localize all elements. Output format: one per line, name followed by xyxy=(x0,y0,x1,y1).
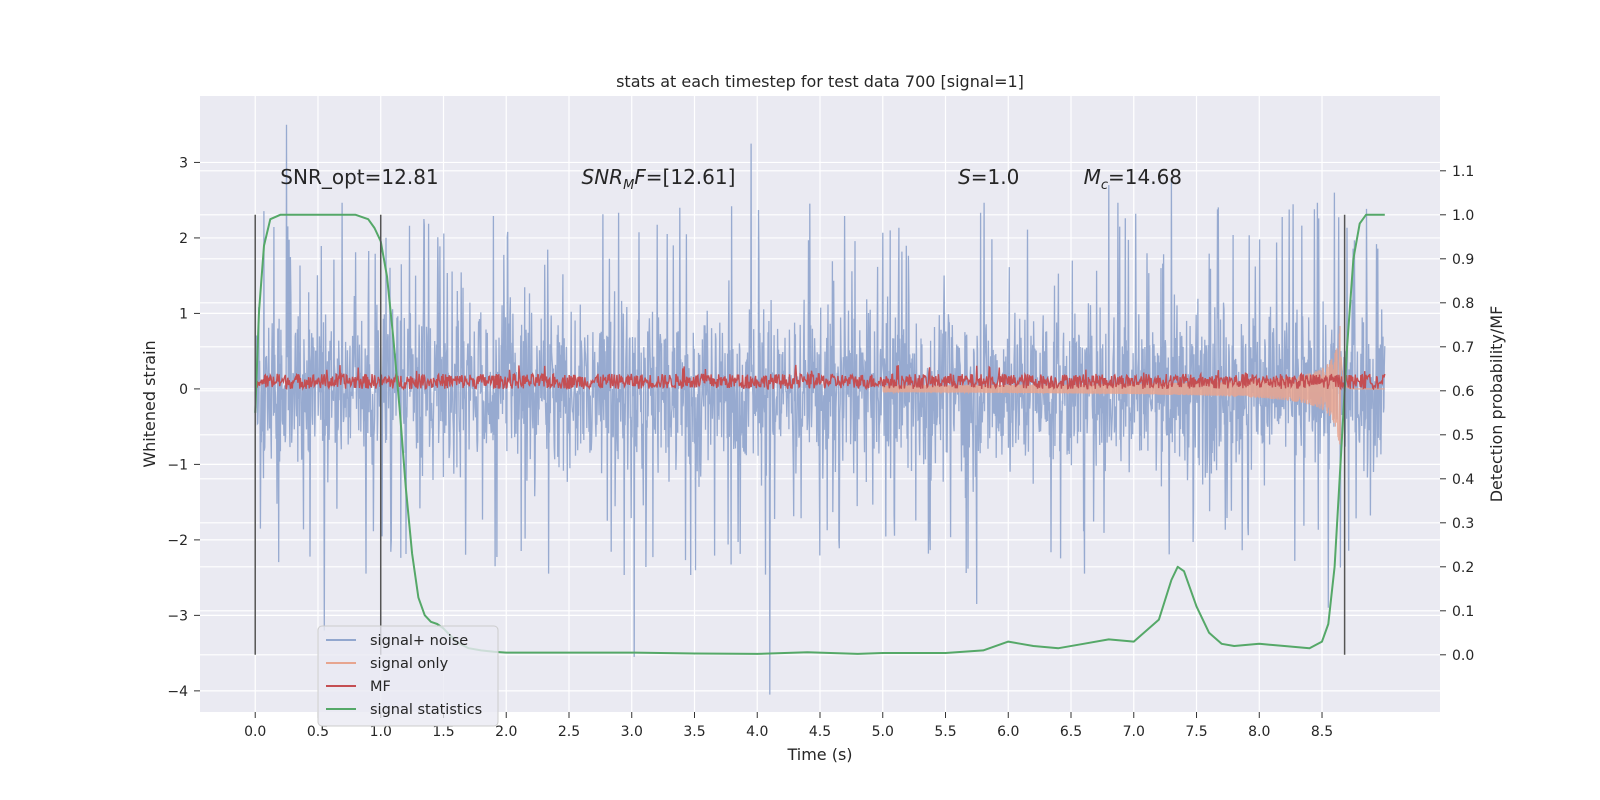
y2-tick-label: 1.1 xyxy=(1452,164,1474,180)
y-tick-label: −2 xyxy=(167,533,188,549)
x-tick-label: 8.0 xyxy=(1248,724,1270,740)
x-tick-label: 3.0 xyxy=(621,724,643,740)
legend: signal+ noise signal only MF signal stat… xyxy=(317,625,499,727)
legend-label-signal-only: signal only xyxy=(370,656,449,672)
annotation-snr-opt: SNR_opt=12.81 xyxy=(280,165,438,189)
x-tick-label: 0.0 xyxy=(244,724,266,740)
y2-tick-label: 0.7 xyxy=(1452,340,1474,356)
y-tick-label: −4 xyxy=(167,684,188,700)
annotation-s: S=1.0 xyxy=(958,165,1019,189)
x-tick-label: 5.5 xyxy=(934,724,956,740)
annotation-s-var: S xyxy=(958,165,971,189)
legend-label-mf: MF xyxy=(370,679,391,695)
x-tick-label: 1.0 xyxy=(370,724,392,740)
chart-title: stats at each timestep for test data 700… xyxy=(616,72,1024,91)
y2-tick-label: 0.2 xyxy=(1452,560,1474,576)
legend-box xyxy=(317,625,499,727)
y2-tick-label: 0.9 xyxy=(1452,252,1474,268)
annotation-mc-var: M xyxy=(1084,165,1101,189)
y2-tick-label: 0.1 xyxy=(1452,604,1474,620)
y2-tick-label: 0.6 xyxy=(1452,384,1474,400)
annotation-mc: Mc=14.68 xyxy=(1084,165,1182,193)
y-tick-label: 2 xyxy=(179,231,188,247)
y2-tick-label: 0.3 xyxy=(1452,516,1474,532)
annotation-s-suffix: =1.0 xyxy=(971,165,1020,189)
y2-axis-label: Detection probability/MF xyxy=(1487,306,1506,503)
x-axis-ticks: 0.0 0.5 1.0 1.5 2.0 2.5 3.0 3.5 4.0 4.5 5.0 5.5 6.0 6… xyxy=(244,712,1333,740)
x-tick-label: 7.0 xyxy=(1123,724,1145,740)
y2-tick-label: 1.0 xyxy=(1452,208,1474,224)
y-tick-label: 0 xyxy=(179,382,188,398)
annotation-snr-mf: SNRMF=[12.61] xyxy=(582,165,736,193)
x-tick-label: 0.5 xyxy=(307,724,329,740)
x-axis-label: Time (s) xyxy=(786,745,852,764)
x-tick-label: 5.0 xyxy=(872,724,894,740)
series-layer xyxy=(254,124,1386,695)
x-tick-label: 1.5 xyxy=(432,724,454,740)
annotation-mc-sub: c xyxy=(1101,178,1108,193)
y-axis-ticks: 3 2 1 0 −1 −2 −3 −4 xyxy=(167,155,200,700)
y2-tick-label: 0.0 xyxy=(1452,648,1474,664)
x-tick-label: 6.0 xyxy=(997,724,1019,740)
x-tick-label: 6.5 xyxy=(1060,724,1082,740)
x-tick-label: 2.0 xyxy=(495,724,517,740)
series-line-signal-statistics xyxy=(254,213,1385,655)
y-tick-label: −3 xyxy=(167,608,188,624)
annotation-snr-mf-prefix: SNR xyxy=(582,165,624,189)
x-tick-label: 4.5 xyxy=(809,724,831,740)
y2-tick-label: 0.5 xyxy=(1452,428,1474,444)
x-tick-label: 7.5 xyxy=(1185,724,1207,740)
x-tick-label: 3.5 xyxy=(683,724,705,740)
annotation-snr-mf-sub: M xyxy=(623,178,634,193)
vertical-markers xyxy=(254,214,1346,655)
annotation-snr-mf-mid: F xyxy=(634,165,646,189)
annotation-mc-suffix: =14.68 xyxy=(1108,165,1182,189)
x-tick-label: 8.5 xyxy=(1311,724,1333,740)
annotations: SNR_opt=12.81 SNRMF=[12.61] S=1.0 Mc=14.… xyxy=(280,165,1182,193)
y2-tick-label: 0.4 xyxy=(1452,472,1474,488)
legend-label-signal-statistics: signal statistics xyxy=(370,702,482,718)
y-tick-label: 1 xyxy=(179,306,188,322)
y-axis-label: Whitened strain xyxy=(140,340,159,467)
y2-axis-ticks: 1.1 1.0 0.9 0.8 0.7 0.6 0.5 0.4 0.3 0.2 0.1 0.0 xyxy=(1440,164,1474,664)
series-line-mf xyxy=(254,364,1386,391)
y-tick-label: −1 xyxy=(167,457,188,473)
legend-label-signal-noise: signal+ noise xyxy=(370,633,468,649)
annotation-snr-mf-suffix: =[12.61] xyxy=(646,165,736,189)
x-tick-label: 4.0 xyxy=(746,724,768,740)
y2-tick-label: 0.8 xyxy=(1452,296,1474,312)
x-tick-label: 2.5 xyxy=(558,724,580,740)
y-tick-label: 3 xyxy=(179,155,188,171)
